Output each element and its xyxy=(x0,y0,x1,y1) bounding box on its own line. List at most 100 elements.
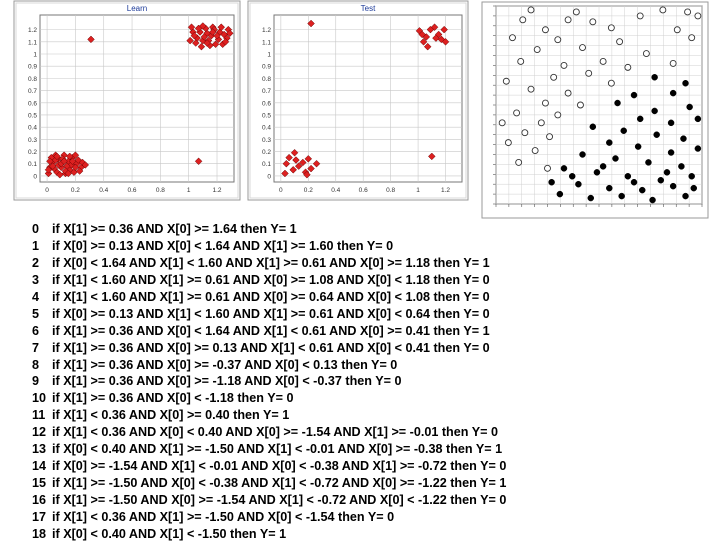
rule-number: 17 xyxy=(32,509,47,524)
data-point xyxy=(192,39,200,47)
x-tick-label: 0.8 xyxy=(386,187,395,194)
rule-text: if X[1] >= 0.36 AND X[0] >= 1.64 then Y=… xyxy=(52,222,297,236)
data-point xyxy=(307,164,315,173)
filled-circle-point xyxy=(639,186,646,194)
data-point xyxy=(304,155,313,163)
open-circle-point xyxy=(541,26,549,34)
open-circle-point xyxy=(572,8,580,16)
y-tick-label: 0.7 xyxy=(262,88,271,95)
rule-line: 2 if X[0] < 1.64 AND X[1] < 1.60 AND X[1]… xyxy=(32,255,712,272)
data-point xyxy=(428,152,436,161)
open-circle-point xyxy=(502,77,510,85)
rule-text: if X[0] < 1.64 AND X[1] < 1.60 AND X[1] … xyxy=(52,255,490,270)
filled-circle-point xyxy=(694,145,702,152)
y-tick-label: 0.7 xyxy=(28,88,37,95)
data-point xyxy=(285,153,293,162)
rule-line: 5 if X[0] >= 0.13 AND X[1] < 1.60 AND X[1… xyxy=(32,306,712,323)
rule-text: if X[0] < 0.40 AND X[1] < -1.50 then Y= … xyxy=(52,526,287,541)
rule-line: 7 if X[1] >= 0.36 AND X[0] >= 0.13 AND X[… xyxy=(32,340,712,357)
rule-number: 12 xyxy=(32,425,47,440)
data-point xyxy=(203,39,211,47)
rules-list: 0 if X[1] >= 0.36 AND X[0] >= 1.64 then Y… xyxy=(32,221,712,543)
data-point xyxy=(190,31,199,40)
data-point xyxy=(197,42,206,51)
filled-circle-point xyxy=(630,91,638,99)
learn-scatter-chart: 0 0.1 0.2 0.3 0.4 0.5 0.6 0.7 0.8 0.9 1 1.1 1.2 0 0.2 0… xyxy=(13,0,241,201)
open-circle-point xyxy=(517,57,525,65)
open-circle-point xyxy=(521,129,529,137)
data-point xyxy=(312,159,321,168)
filled-circle-point xyxy=(614,99,621,107)
y-tick-label: 1 xyxy=(267,52,271,59)
filled-circle-point xyxy=(678,163,685,170)
x-tick-label: 0.4 xyxy=(99,187,108,194)
y-tick-label: 0.1 xyxy=(28,161,37,168)
open-circle-point xyxy=(694,12,702,20)
rule-line: 4 if X[1] < 1.60 AND X[1] >= 0.61 AND X[0… xyxy=(32,289,712,306)
filled-circle-point xyxy=(653,131,660,138)
x-tick-label: 1 xyxy=(187,187,191,194)
open-circle-point xyxy=(599,57,607,65)
filled-circle-point xyxy=(667,119,675,127)
data-point xyxy=(426,25,435,34)
data-point xyxy=(440,25,448,34)
filled-circle-point xyxy=(636,115,644,123)
y-tick-label: 0.4 xyxy=(28,125,37,132)
open-circle-point xyxy=(607,24,615,32)
chart-panel-inner-border xyxy=(249,2,467,199)
open-circle-point xyxy=(577,101,584,109)
charts-area: 0 0.1 0.2 0.3 0.4 0.5 0.6 0.7 0.8 0.9 1 1.1 1.2 0 0.2 0… xyxy=(0,0,720,222)
rule-text: if X[0] >= -1.54 AND X[1] < -0.01 AND X[… xyxy=(52,459,507,474)
y-tick-label: 0.8 xyxy=(28,76,37,83)
x-tick-label: 0.2 xyxy=(71,187,80,194)
y-tick-label: 0.8 xyxy=(262,76,271,83)
x-tick-label: 0.6 xyxy=(359,187,368,194)
rule-text: if X[0] >= 0.13 AND X[1] < 1.60 AND X[1]… xyxy=(52,306,490,321)
open-circle-point xyxy=(519,16,527,24)
x-tick-label: 0.8 xyxy=(156,187,165,194)
rule-line: 6 if X[1] >= 0.36 AND X[0] < 1.64 AND X[1… xyxy=(32,323,712,340)
data-point xyxy=(199,22,207,30)
rule-number: 6 xyxy=(32,323,40,338)
y-tick-label: 0.3 xyxy=(262,137,271,144)
rule-number: 18 xyxy=(32,526,47,541)
open-circle-point xyxy=(589,18,597,26)
y-tick-label: 0.4 xyxy=(262,125,271,132)
open-circle-point xyxy=(688,34,696,42)
data-point xyxy=(65,152,74,161)
filled-circle-point xyxy=(618,192,625,200)
x-tick-label: 0 xyxy=(45,187,49,194)
filled-circle-point xyxy=(669,182,677,190)
open-circle-point xyxy=(550,73,558,81)
data-point xyxy=(303,170,311,179)
x-tick-label: 0.2 xyxy=(304,187,313,194)
rule-text: if X[1] >= 0.36 AND X[0] < -1.18 then Y=… xyxy=(52,391,294,406)
filled-circle-point xyxy=(649,196,656,204)
data-point xyxy=(81,161,90,169)
x-tick-label: 0.4 xyxy=(331,187,340,194)
rule-text: if X[0] < 0.40 AND X[1] >= -1.50 AND X[1… xyxy=(52,442,503,457)
test-scatter-chart: 0 0.1 0.2 0.3 0.4 0.5 0.6 0.7 0.8 0.9 1 1.1 1.2 0 0.2 0… xyxy=(247,0,469,201)
open-circle-point xyxy=(684,8,692,16)
open-circle-point xyxy=(533,46,541,54)
open-circle-point xyxy=(624,63,632,71)
open-circle-point xyxy=(564,89,572,97)
filled-circle-point xyxy=(667,149,675,156)
data-point xyxy=(44,166,53,174)
rule-line: 3 if X[1] < 1.60 AND X[1] >= 0.61 AND X[0… xyxy=(32,272,712,289)
data-point xyxy=(68,157,77,166)
open-circle-point xyxy=(527,6,535,14)
rule-number: 13 xyxy=(32,442,47,457)
data-point xyxy=(441,38,450,46)
rule-text: if X[1] < 1.60 AND X[1] >= 0.61 AND X[0]… xyxy=(52,272,490,287)
data-point xyxy=(186,36,194,45)
open-circle-point xyxy=(642,50,650,57)
data-point xyxy=(74,156,82,164)
data-point xyxy=(209,28,217,36)
data-point xyxy=(211,40,220,49)
filled-circle-point xyxy=(686,103,693,111)
filled-circle-point xyxy=(690,184,698,192)
data-point xyxy=(64,169,73,178)
rule-number: 9 xyxy=(32,374,40,389)
rule-text: if X[1] >= -1.50 AND X[0] < -0.38 AND X[… xyxy=(52,476,507,491)
